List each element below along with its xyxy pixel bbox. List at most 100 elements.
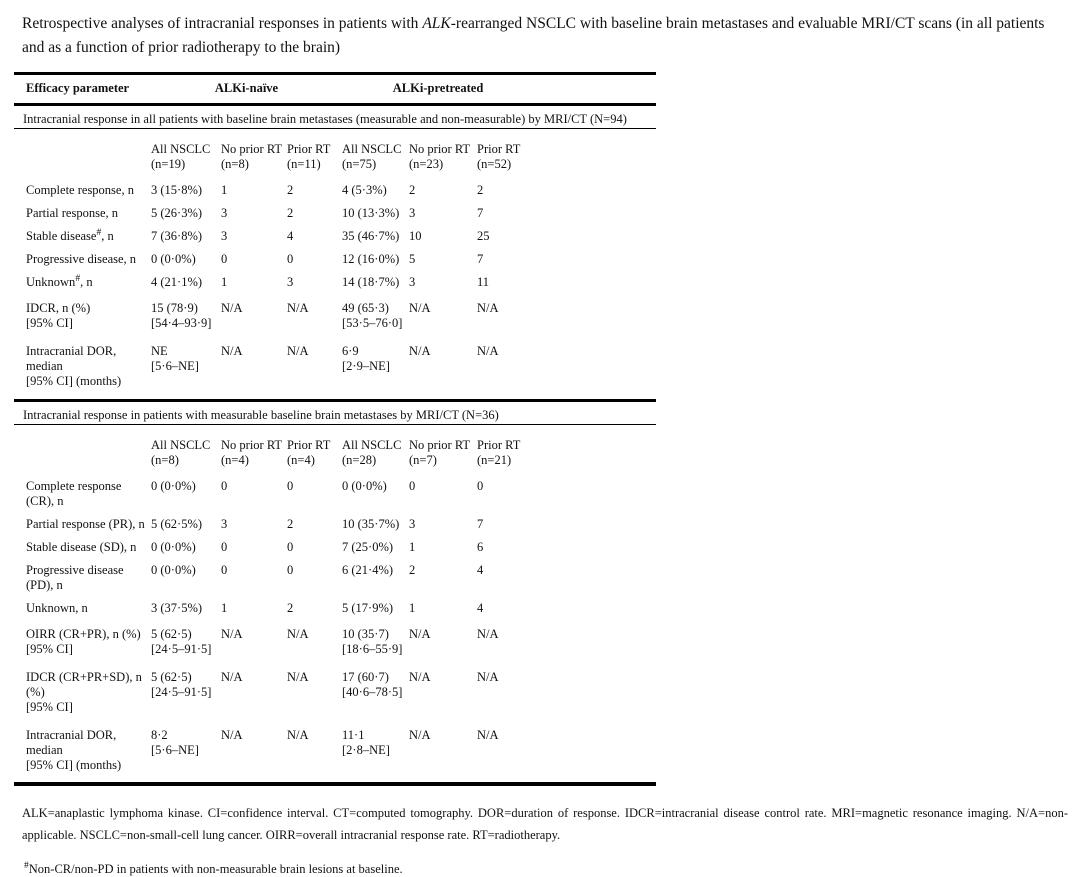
data-cell: N/A [409, 721, 478, 786]
row-filler-cell [534, 225, 656, 248]
data-cell: 49 (65·3) [53·5–76·0] [342, 301, 403, 330]
row-filler-cell [534, 294, 656, 337]
data-cell: 0 [287, 252, 294, 266]
section-heading-row: Intracranial response in all patients wi… [14, 104, 657, 129]
data-cell: 25 [477, 229, 490, 243]
row-label: IDCR (CR+PR+SD), n (%) [95% CI] [26, 670, 142, 714]
data-cell: N/A [477, 627, 499, 641]
data-cell: 4 [477, 601, 484, 615]
row-filler-cell [534, 597, 656, 620]
row-label-cell: Intracranial DOR, median [95% CI] (month… [14, 721, 151, 786]
data-cell: 3 (37·5%) [151, 601, 203, 615]
row-label-footnote-marker: # [96, 227, 102, 238]
data-cell: 1 [409, 540, 416, 554]
data-cell: 14 (18·7%) [342, 275, 400, 289]
data-cell: 7 (36·8%) [151, 229, 203, 243]
row-label: Unknown, n [26, 601, 88, 615]
table-row: Partial response (PR), n 5 (62·5%) 3 2 10 (3… [14, 513, 656, 536]
column-group-alki-naive: ALKi-naïve [151, 72, 343, 106]
data-cell: 0 [287, 540, 294, 554]
title-text-cont: -rearranged NSCLC with baseline brain me… [22, 15, 1045, 56]
table-row: Intracranial DOR, median [95% CI] (month… [14, 721, 657, 786]
row-label: Stable disease (SD), n [26, 540, 137, 554]
section-heading: Intracranial response in patients with m… [14, 400, 657, 425]
data-cell: 2 [287, 517, 294, 531]
table-row: Unknown, n 3 (37·5%) 1 2 5 (17·9%) 1 4 [14, 597, 656, 620]
data-cell: 0 (0·0%) [151, 479, 196, 493]
column-header: Prior RT (n=52) [477, 142, 521, 171]
row-label-suffix: , n [101, 229, 114, 243]
data-cell: N/A [221, 337, 287, 402]
column-header-spacer [14, 425, 151, 471]
data-cell: 0 [221, 563, 228, 577]
row-label: IDCR, n (%) [95% CI] [26, 301, 91, 330]
data-cell: 4 [287, 229, 294, 243]
data-cell: N/A [287, 301, 309, 315]
row-label-cell: Progressive disease, n [14, 248, 151, 271]
row-label-cell: Stable disease (SD), n [14, 536, 151, 559]
data-cell: 2 [287, 206, 294, 220]
data-cell: 0 (0·0%) [151, 252, 196, 266]
section-heading: Intracranial response in all patients wi… [14, 104, 657, 129]
data-cell: 2 [477, 183, 484, 197]
row-label-cell: Partial response, n [14, 202, 151, 225]
table-row: OIRR (CR+PR), n (%) [95% CI] 5 (62·5) [24… [14, 620, 656, 663]
page-title: Retrospective analyses of intracranial r… [22, 12, 1068, 60]
column-header: All NSCLC (n=28) [342, 438, 402, 467]
table-row: Progressive disease, n 0 (0·0%) 0 0 12 (16·0… [14, 248, 656, 271]
data-cell: 7 (25·0%) [342, 540, 394, 554]
data-cell: 2 [409, 563, 416, 577]
data-cell: 5 (62·5) [24·5–91·5] [151, 627, 212, 656]
data-cell: 6 (21·4%) [342, 563, 394, 577]
data-cell: N/A [409, 301, 431, 315]
data-cell: 0 [477, 479, 484, 493]
row-filler-cell [534, 271, 656, 294]
data-cell: 0 (0·0%) [151, 563, 196, 577]
table-row: IDCR, n (%) [95% CI] 15 (78·9) [54·4–93·9… [14, 294, 656, 337]
row-label-suffix: , n [80, 275, 93, 289]
column-header: All NSCLC (n=19) [151, 142, 211, 171]
row-filler-cell [534, 559, 656, 597]
table-row: Stable disease (SD), n 0 (0·0%) 0 0 7 (25·0%… [14, 536, 656, 559]
data-cell: 0 (0·0%) [342, 479, 387, 493]
column-header: No prior RT (n=23) [409, 142, 471, 171]
column-header-spacer [14, 129, 151, 175]
data-cell: 2 [409, 183, 416, 197]
row-label-cell: Complete response (CR), n [14, 470, 151, 513]
row-label: Complete response (CR), n [26, 479, 122, 508]
data-cell: N/A [221, 627, 243, 641]
row-label: Intracranial DOR, median [95% CI] (month… [26, 728, 122, 772]
column-header-filler [534, 129, 656, 175]
row-filler-cell [534, 620, 656, 663]
data-cell: 5 (17·9%) [342, 601, 394, 615]
data-cell: N/A [287, 337, 343, 402]
data-cell: N/A [477, 721, 535, 786]
table-header-row: Efficacy parameter ALKi-naïve ALKi-pretr… [14, 72, 657, 106]
data-cell: 4 [477, 563, 484, 577]
column-header: All NSCLC (n=75) [342, 142, 402, 171]
row-label-cell: Progressive disease (PD), n [14, 559, 151, 597]
data-cell: 11 [477, 275, 490, 289]
data-cell: 10 (35·7) [18·6–55·9] [342, 627, 403, 656]
data-cell: N/A [287, 721, 343, 786]
column-headers-row: All NSCLC (n=19) No prior RT (n=8) Prior R… [14, 129, 656, 175]
row-label: Progressive disease (PD), n [26, 563, 124, 592]
data-cell: 12 (16·0%) [342, 252, 400, 266]
data-cell: 3 [221, 229, 228, 243]
row-label: Intracranial DOR, median [95% CI] (month… [26, 344, 122, 388]
data-cell: 6·9 [2·9–NE] [342, 337, 410, 402]
row-label: OIRR (CR+PR), n (%) [95% CI] [26, 627, 141, 656]
row-label: Partial response, n [26, 206, 118, 220]
data-cell: 15 (78·9) [54·4–93·9] [151, 301, 212, 330]
column-header: No prior RT (n=4) [221, 438, 283, 467]
column-header: All NSCLC (n=8) [151, 438, 211, 467]
row-label-cell: Stable disease#, n [14, 225, 151, 248]
data-cell: 0 [221, 252, 228, 266]
title-gene-italic: ALK [422, 15, 451, 32]
row-filler-cell [534, 470, 656, 513]
data-cell: 10 (35·7%) [342, 517, 400, 531]
data-cell: 0 [287, 479, 294, 493]
column-header: Prior RT (n=11) [287, 142, 331, 171]
